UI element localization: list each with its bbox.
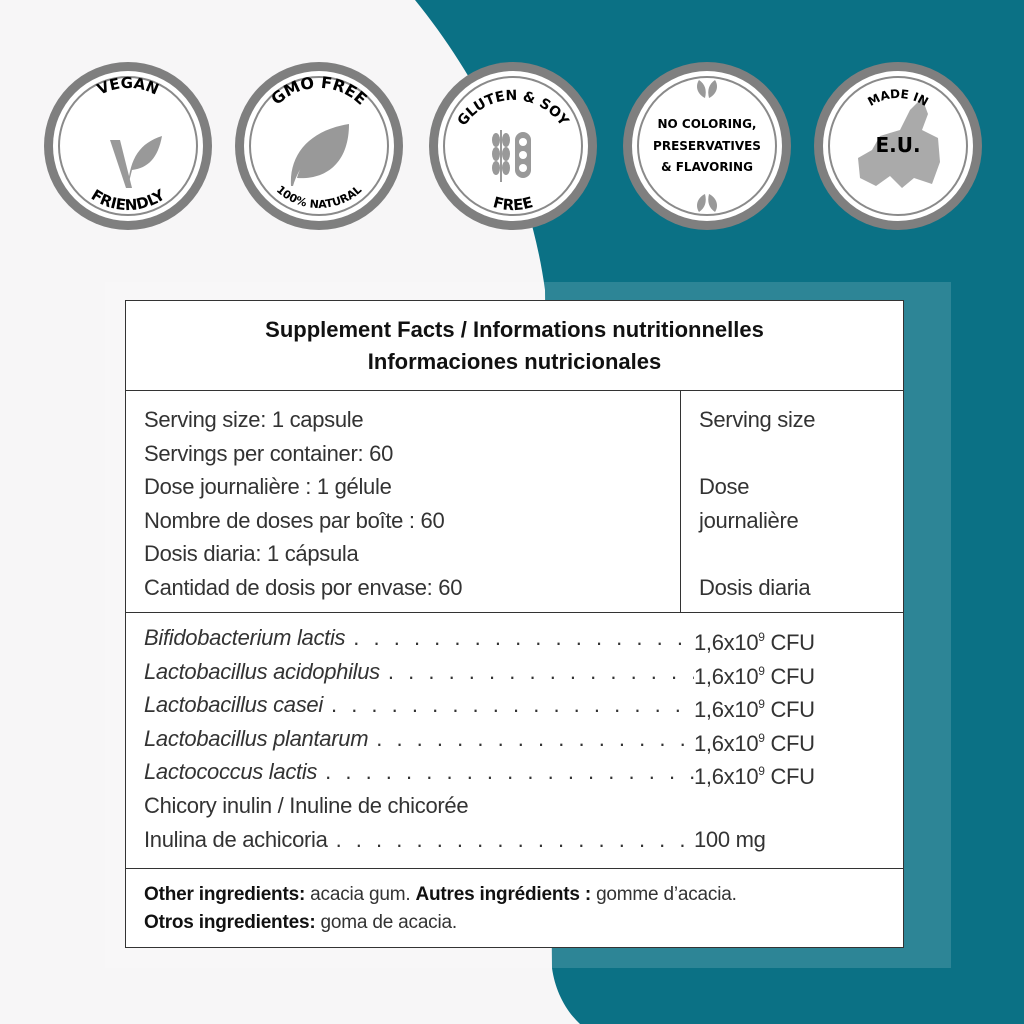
ingredient-row: Bifidobacterium lactis 1,6x109 CFU (144, 621, 824, 655)
other-en-label: Other ingredients: (144, 884, 306, 905)
supplement-facts-table: Supplement Facts / Informations nutritio… (125, 300, 904, 948)
serving-label (699, 437, 903, 471)
ingredient-amount: 1,6x109 CFU (694, 730, 815, 756)
badge-vegan-friendly: VEGAN FRIENDLY (40, 58, 216, 234)
leaves-icon (697, 80, 717, 212)
ingredient-amount: 1,6x109 CFU (694, 663, 815, 689)
ingredient-name: Chicory inulin / Inuline de chicorée (144, 792, 469, 818)
ingredient-amount: 100 mg (694, 826, 766, 852)
ingredient-row: Lactobacillus casei 1,6x109 CFU (144, 688, 824, 722)
ingredient-amount: 1,6x109 CFU (694, 630, 815, 655)
serving-line: Dose journalière : 1 gélule (144, 474, 392, 500)
ingredient-amount: 1,6x109 CFU (694, 764, 815, 790)
ingredient-name: Lactobacillus acidophilus (144, 658, 380, 684)
other-es-label: Otros ingredientes: (144, 912, 316, 933)
other-es: goma de acacia. (315, 912, 458, 933)
serving-line: Nombre de doses par boîte : 60 (144, 507, 445, 533)
ingredient-row: Lactobacillus acidophilus 1,6x109 CFU (144, 655, 824, 689)
badge-gluten-soy-free: GLUTEN & SOY FREE (425, 58, 601, 234)
badge-center-text: E.U. (875, 133, 920, 157)
ingredient-row: Inulina de achicoria 100 mg (144, 823, 824, 857)
serving-section: Serving size: 1 capsule Servings per con… (126, 391, 903, 613)
ingredient-name: Lactobacillus casei (144, 692, 323, 718)
other-fr: gomme d’acacia. (590, 884, 737, 905)
leaf-icon (290, 124, 349, 186)
v-leaf-icon (110, 136, 162, 188)
ingredient-name: Inulina de achicoria (144, 826, 328, 852)
ingredient-name: Bifidobacterium lactis (144, 625, 346, 650)
badge-gmo-free: GMO FREE 100% NATURAL (231, 58, 407, 234)
serving-label (699, 537, 903, 571)
facts-title: Supplement Facts / Informations nutritio… (265, 317, 764, 342)
serving-label: journalière (699, 507, 799, 533)
ingredient-name: Lactococcus lactis (144, 759, 318, 785)
ingredient-amount: 1,6x109 CFU (694, 697, 815, 723)
serving-line: Cantidad de dosis por envase: 60 (144, 574, 463, 600)
facts-subtitle: Informaciones nutricionales (367, 349, 662, 374)
wheat-soy-icon (492, 130, 531, 182)
serving-label: Dosis diaria (699, 574, 811, 600)
badge-no-additives: NO COLORING, PRESERVATIVES & FLAVORING (619, 58, 795, 234)
other-ingredients: Other ingredients: acacia gum. Autres in… (126, 869, 903, 937)
badge-made-in-eu: MADE IN E.U. (810, 58, 986, 234)
badge-line: & FLAVORING (661, 160, 753, 174)
serving-line: Serving size: 1 capsule (144, 407, 364, 432)
ingredient-row: Chicory inulin / Inuline de chicorée (144, 789, 824, 823)
svg-text:FREE: FREE (491, 193, 535, 214)
other-fr-label: Autres ingrédients : (415, 884, 592, 905)
ingredient-row: Lactococcus lactis 1,6x109 CFU (144, 755, 824, 789)
ingredients-section: Bifidobacterium lactis1,6x109 CFULactoba… (126, 613, 903, 869)
europe-map-icon (858, 98, 940, 188)
serving-line: Servings per container: 60 (144, 440, 394, 466)
ingredient-name: Lactobacillus plantarum (144, 725, 369, 751)
badge-bottom-text: FREE (491, 193, 535, 214)
serving-line: Dosis diaria: 1 cápsula (144, 541, 359, 567)
other-en: acacia gum. (305, 884, 416, 905)
facts-header: Supplement Facts / Informations nutritio… (126, 301, 903, 391)
ingredient-row: Lactobacillus plantarum 1,6x109 CFU (144, 722, 824, 756)
serving-label: Serving size (699, 407, 816, 432)
serving-label: Dose (699, 474, 750, 500)
badge-line: NO COLORING, (657, 117, 756, 131)
badge-line: PRESERVATIVES (653, 139, 761, 153)
